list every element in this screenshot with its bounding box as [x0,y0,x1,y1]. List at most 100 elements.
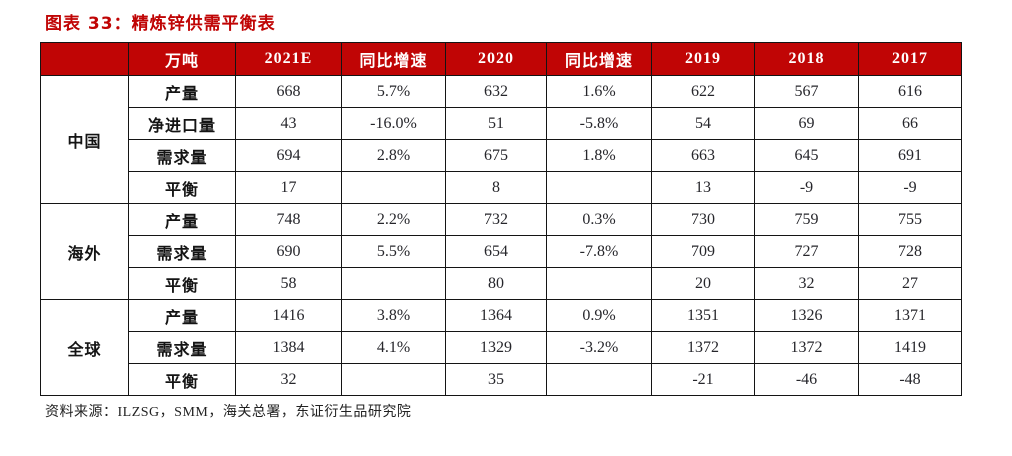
header-col-2019: 2019 [651,42,755,76]
value-cell: 13 [651,171,755,204]
value-cell: -5.8% [546,107,652,140]
value-cell: -16.0% [341,107,446,140]
value-cell: 2.8% [341,139,446,172]
value-cell [546,267,652,300]
value-cell: 17 [235,171,342,204]
header-unit-cell: 万吨 [128,42,236,76]
value-cell: 1416 [235,299,342,332]
table-row: 净进口量 43 -16.0% 51 -5.8% 54 69 66 [41,107,962,140]
value-cell: 1419 [858,331,962,364]
header-col-2020: 2020 [445,42,547,76]
value-cell: 32 [754,267,859,300]
value-cell: 654 [445,235,547,268]
value-cell: -21 [651,363,755,396]
metric-cell: 产量 [128,203,236,236]
metric-cell: 需求量 [128,235,236,268]
value-cell: 1384 [235,331,342,364]
value-cell: 66 [858,107,962,140]
value-cell [341,171,446,204]
value-cell: -3.2% [546,331,652,364]
table-row: 需求量 690 5.5% 654 -7.8% 709 727 728 [41,235,962,268]
table-row: 需求量 694 2.8% 675 1.8% 663 645 691 [41,139,962,172]
value-cell: 80 [445,267,547,300]
header-col-2018: 2018 [754,42,859,76]
value-cell: 0.9% [546,299,652,332]
value-cell: 1.6% [546,75,652,108]
header-col-2017: 2017 [858,42,962,76]
value-cell: -9 [754,171,859,204]
value-cell: 728 [858,235,962,268]
table-row: 海外 产量 748 2.2% 732 0.3% 730 759 755 [40,203,962,300]
value-cell: 43 [235,107,342,140]
source-note: 资料来源：ILZSG，SMM，海关总署，东证衍生品研究院 [45,405,412,420]
header-corner-cell [40,42,129,76]
value-cell [341,363,446,396]
table-row: 平衡 32 35 -21 -46 -48 [41,363,962,396]
metric-cell: 产量 [128,299,236,332]
group-cell-overseas: 海外 [40,203,129,300]
header-col-yoy-2020: 同比增速 [546,42,652,76]
value-cell: 622 [651,75,755,108]
table-row: 全球 产量 1416 3.8% 1364 0.9% 1351 1326 1371 [40,299,962,396]
value-cell: 27 [858,267,962,300]
value-cell: 755 [858,203,962,236]
value-cell: 727 [754,235,859,268]
value-cell: 748 [235,203,342,236]
value-cell: 20 [651,267,755,300]
value-cell: 663 [651,139,755,172]
value-cell: 645 [754,139,859,172]
value-cell: 1372 [651,331,755,364]
value-cell: 32 [235,363,342,396]
value-cell: -48 [858,363,962,396]
table-row: 需求量 1384 4.1% 1329 -3.2% 1372 1372 1419 [41,331,962,364]
value-cell: 8 [445,171,547,204]
value-cell: 1364 [445,299,547,332]
value-cell: 51 [445,107,547,140]
table-row: 平衡 58 80 20 32 27 [41,267,962,300]
value-cell: 694 [235,139,342,172]
value-cell [341,267,446,300]
value-cell: 1326 [754,299,859,332]
value-cell [546,171,652,204]
metric-cell: 需求量 [128,139,236,172]
value-cell: 759 [754,203,859,236]
value-cell: 668 [235,75,342,108]
figure-title: 图表 33：精炼锌供需平衡表 [45,14,276,34]
table-row: 中国 产量 668 5.7% 632 1.6% 622 567 616 [40,75,962,204]
value-cell: 691 [858,139,962,172]
value-cell: 1372 [754,331,859,364]
value-cell: 675 [445,139,547,172]
value-cell: 5.7% [341,75,446,108]
value-cell: 2.2% [341,203,446,236]
value-cell: 690 [235,235,342,268]
metric-cell: 平衡 [128,267,236,300]
value-cell: -7.8% [546,235,652,268]
value-cell: 730 [651,203,755,236]
value-cell: 709 [651,235,755,268]
zinc-supply-demand-table: 万吨 2021E 同比增速 2020 同比增速 2019 2018 2017 中… [40,42,962,396]
metric-cell: 平衡 [128,171,236,204]
value-cell: 616 [858,75,962,108]
value-cell: 58 [235,267,342,300]
metric-cell: 需求量 [128,331,236,364]
value-cell: 69 [754,107,859,140]
table-row: 平衡 17 8 13 -9 -9 [41,171,962,204]
value-cell: 567 [754,75,859,108]
header-row: 万吨 2021E 同比增速 2020 同比增速 2019 2018 2017 [40,42,962,76]
value-cell: -9 [858,171,962,204]
group-cell-global: 全球 [40,299,129,396]
value-cell: 54 [651,107,755,140]
value-cell: 1371 [858,299,962,332]
value-cell: 1.8% [546,139,652,172]
value-cell: 0.3% [546,203,652,236]
value-cell: 732 [445,203,547,236]
header-col-2021e: 2021E [235,42,342,76]
value-cell: 35 [445,363,547,396]
value-cell: 1329 [445,331,547,364]
value-cell [546,363,652,396]
group-cell-china: 中国 [40,75,129,204]
value-cell: 1351 [651,299,755,332]
metric-cell: 净进口量 [128,107,236,140]
metric-cell: 平衡 [128,363,236,396]
